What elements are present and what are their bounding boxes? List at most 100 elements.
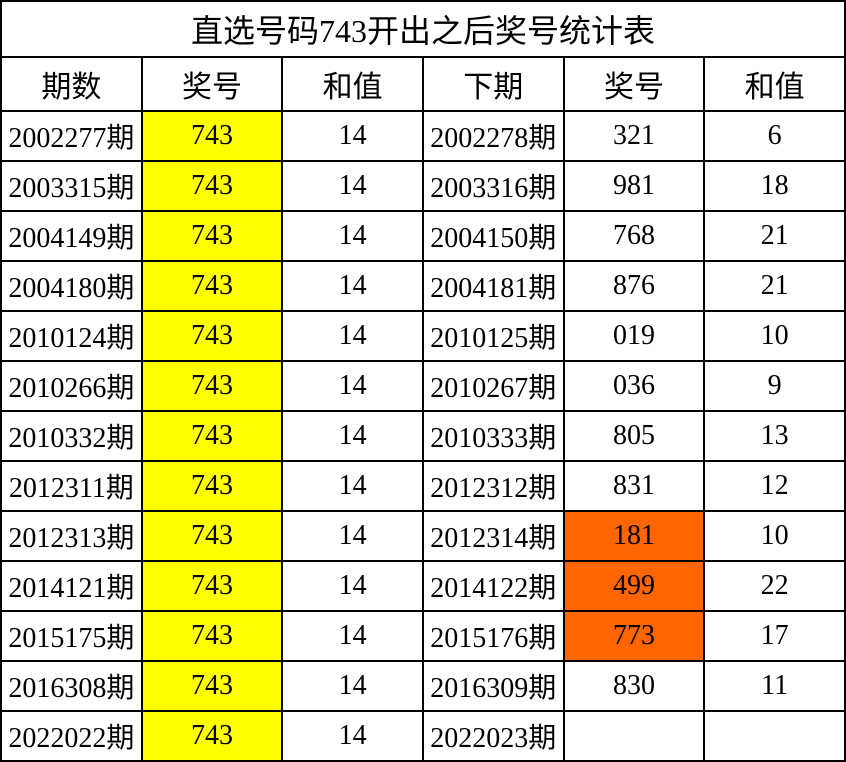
cell-next-num: 181: [564, 511, 705, 561]
cell-period: 2004180期: [1, 261, 142, 311]
table-title-row: 直选号码743开出之后奖号统计表: [1, 1, 845, 57]
cell-next-sum: 13: [704, 411, 845, 461]
cell-num: 743: [142, 261, 283, 311]
cell-sum: 14: [282, 661, 423, 711]
cell-num: 743: [142, 161, 283, 211]
cell-num: 743: [142, 711, 283, 761]
cell-sum: 14: [282, 211, 423, 261]
cell-sum: 14: [282, 261, 423, 311]
cell-next-period: 2012314期: [423, 511, 564, 561]
cell-period: 2003315期: [1, 161, 142, 211]
cell-next-period: 2003316期: [423, 161, 564, 211]
cell-sum: 14: [282, 711, 423, 761]
cell-next-num: 981: [564, 161, 705, 211]
table-row: 2010266期743142010267期0369: [1, 361, 845, 411]
cell-next-num: 499: [564, 561, 705, 611]
cell-sum: 14: [282, 511, 423, 561]
table-row: 2003315期743142003316期98118: [1, 161, 845, 211]
cell-next-sum: 21: [704, 261, 845, 311]
cell-sum: 14: [282, 361, 423, 411]
cell-sum: 14: [282, 161, 423, 211]
cell-next-num: 805: [564, 411, 705, 461]
cell-sum: 14: [282, 611, 423, 661]
cell-num: 743: [142, 361, 283, 411]
cell-period: 2010332期: [1, 411, 142, 461]
cell-period: 2014121期: [1, 561, 142, 611]
header-next-num: 奖号: [564, 57, 705, 111]
cell-num: 743: [142, 661, 283, 711]
header-sum: 和值: [282, 57, 423, 111]
cell-next-period: 2010333期: [423, 411, 564, 461]
cell-next-num: 019: [564, 311, 705, 361]
cell-next-sum: 11: [704, 661, 845, 711]
cell-next-period: 2002278期: [423, 111, 564, 161]
cell-num: 743: [142, 111, 283, 161]
table-header-row: 期数 奖号 和值 下期 奖号 和值: [1, 57, 845, 111]
cell-next-sum: 17: [704, 611, 845, 661]
cell-sum: 14: [282, 461, 423, 511]
cell-num: 743: [142, 411, 283, 461]
table-row: 2016308期743142016309期83011: [1, 661, 845, 711]
cell-next-sum: 9: [704, 361, 845, 411]
cell-next-period: 2010267期: [423, 361, 564, 411]
cell-next-sum: 10: [704, 311, 845, 361]
cell-next-sum: 10: [704, 511, 845, 561]
header-num: 奖号: [142, 57, 283, 111]
cell-sum: 14: [282, 311, 423, 361]
table-body: 2002277期743142002278期32162003315期7431420…: [1, 111, 845, 761]
cell-next-sum: 6: [704, 111, 845, 161]
cell-num: 743: [142, 511, 283, 561]
cell-num: 743: [142, 561, 283, 611]
header-next-sum: 和值: [704, 57, 845, 111]
cell-num: 743: [142, 211, 283, 261]
cell-next-num: 831: [564, 461, 705, 511]
table-row: 2015175期743142015176期77317: [1, 611, 845, 661]
cell-sum: 14: [282, 111, 423, 161]
table-row: 2010124期743142010125期01910: [1, 311, 845, 361]
table-row: 2010332期743142010333期80513: [1, 411, 845, 461]
cell-period: 2015175期: [1, 611, 142, 661]
cell-next-period: 2004181期: [423, 261, 564, 311]
table-title: 直选号码743开出之后奖号统计表: [1, 1, 845, 57]
cell-next-period: 2012312期: [423, 461, 564, 511]
cell-next-num: [564, 711, 705, 761]
cell-next-sum: 21: [704, 211, 845, 261]
cell-period: 2012313期: [1, 511, 142, 561]
cell-next-period: 2010125期: [423, 311, 564, 361]
cell-sum: 14: [282, 411, 423, 461]
table-row: 2014121期743142014122期49922: [1, 561, 845, 611]
cell-next-sum: [704, 711, 845, 761]
cell-num: 743: [142, 311, 283, 361]
cell-next-num: 876: [564, 261, 705, 311]
cell-period: 2012311期: [1, 461, 142, 511]
table-row: 2022022期743142022023期: [1, 711, 845, 761]
cell-next-sum: 22: [704, 561, 845, 611]
cell-num: 743: [142, 461, 283, 511]
table-row: 2012311期743142012312期83112: [1, 461, 845, 511]
header-next-period: 下期: [423, 57, 564, 111]
cell-period: 2010124期: [1, 311, 142, 361]
cell-next-num: 773: [564, 611, 705, 661]
cell-sum: 14: [282, 561, 423, 611]
cell-next-period: 2022023期: [423, 711, 564, 761]
cell-period: 2010266期: [1, 361, 142, 411]
cell-next-period: 2015176期: [423, 611, 564, 661]
cell-period: 2004149期: [1, 211, 142, 261]
cell-next-num: 830: [564, 661, 705, 711]
cell-next-num: 768: [564, 211, 705, 261]
header-period: 期数: [1, 57, 142, 111]
cell-period: 2002277期: [1, 111, 142, 161]
cell-next-num: 036: [564, 361, 705, 411]
table-row: 2002277期743142002278期3216: [1, 111, 845, 161]
cell-num: 743: [142, 611, 283, 661]
cell-next-num: 321: [564, 111, 705, 161]
cell-next-period: 2014122期: [423, 561, 564, 611]
cell-next-sum: 12: [704, 461, 845, 511]
lottery-stats-table-container: 直选号码743开出之后奖号统计表 期数 奖号 和值 下期 奖号 和值 20022…: [0, 0, 846, 752]
table-row: 2004149期743142004150期76821: [1, 211, 845, 261]
table-row: 2004180期743142004181期87621: [1, 261, 845, 311]
cell-next-sum: 18: [704, 161, 845, 211]
cell-period: 2022022期: [1, 711, 142, 761]
cell-next-period: 2016309期: [423, 661, 564, 711]
cell-next-period: 2004150期: [423, 211, 564, 261]
